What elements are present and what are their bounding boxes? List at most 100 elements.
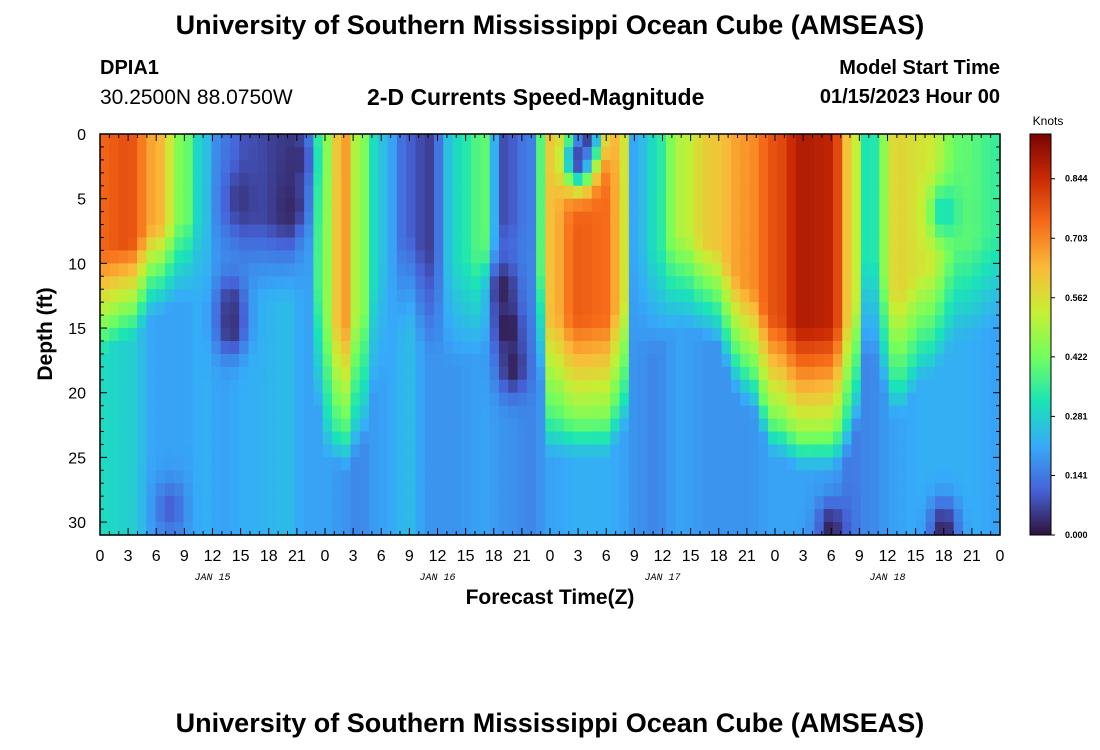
heatmap-cell <box>619 496 630 510</box>
heatmap-cell <box>990 496 1001 510</box>
heatmap-cell <box>276 146 287 161</box>
heatmap-cell <box>471 276 482 290</box>
heatmap-cell <box>211 392 222 407</box>
heatmap-cell <box>601 198 611 213</box>
heatmap-cell <box>489 353 500 368</box>
heatmap-cell <box>100 366 110 381</box>
heatmap-cell <box>758 198 769 213</box>
heatmap-cell <box>730 418 741 433</box>
heatmap-cell <box>925 379 936 394</box>
colorbar-tick-label: 0.562 <box>1065 293 1088 303</box>
heatmap-cell <box>814 276 825 290</box>
heatmap-cell <box>749 289 760 303</box>
heatmap-cell <box>647 444 658 458</box>
heatmap-cell <box>313 172 324 187</box>
heatmap-cell <box>508 392 519 407</box>
heatmap-cell <box>907 146 918 161</box>
heatmap-cell <box>517 496 528 510</box>
heatmap-cell <box>619 340 630 355</box>
heatmap-cell <box>229 470 240 484</box>
heatmap-cell <box>109 522 120 536</box>
heatmap-cell <box>526 444 537 458</box>
heatmap-cell <box>601 483 611 497</box>
heatmap-cell <box>628 315 639 329</box>
heatmap-cell <box>341 431 352 446</box>
heatmap-cell <box>536 302 546 316</box>
heatmap-cell <box>369 483 379 497</box>
heatmap-cell <box>897 198 908 213</box>
heatmap-cell <box>563 159 574 174</box>
heatmap-cell <box>443 224 454 239</box>
heatmap-cell <box>267 509 277 523</box>
heatmap-cell <box>406 198 417 213</box>
heatmap-cell <box>434 444 444 458</box>
heatmap-cell <box>331 457 342 471</box>
heatmap-cell <box>313 134 324 148</box>
heatmap-cell <box>387 134 398 148</box>
heatmap-cell <box>573 340 584 355</box>
heatmap-cell <box>573 457 584 471</box>
heatmap-cell <box>257 483 268 497</box>
heatmap-cell <box>768 392 778 407</box>
heatmap-cell <box>925 172 936 187</box>
heatmap-cell <box>164 185 175 200</box>
heatmap-cell <box>434 302 444 316</box>
heatmap-cell <box>406 146 417 161</box>
heatmap-cell <box>907 224 918 239</box>
heatmap-cell <box>183 379 194 394</box>
heatmap-cell <box>684 276 695 290</box>
heatmap-cell <box>164 263 175 277</box>
heatmap-cell <box>350 302 361 316</box>
heatmap-cell <box>935 185 945 200</box>
heatmap-cell <box>805 250 816 264</box>
heatmap-cell <box>536 509 546 523</box>
heatmap-cell <box>851 392 862 407</box>
heatmap-cell <box>211 444 222 458</box>
heatmap-cell <box>573 483 584 497</box>
heatmap-cell <box>471 366 482 381</box>
heatmap-cell <box>554 328 565 342</box>
heatmap-cell <box>118 302 129 316</box>
heatmap-cell <box>359 522 370 536</box>
heatmap-cell <box>972 444 983 458</box>
heatmap-cell <box>100 198 110 213</box>
heatmap-cell <box>164 328 175 342</box>
heatmap-cell <box>313 496 324 510</box>
heatmap-cell <box>610 379 621 394</box>
heatmap-cell <box>675 224 686 239</box>
heatmap-cell <box>665 237 676 252</box>
heatmap-cell <box>285 340 296 355</box>
heatmap-cell <box>758 522 769 536</box>
heatmap-cell <box>331 315 342 329</box>
heatmap-cell <box>907 302 918 316</box>
heatmap-cell <box>304 392 314 407</box>
heatmap-cell <box>730 289 741 303</box>
x-tick-label: 3 <box>349 548 358 565</box>
heatmap-cell <box>907 353 918 368</box>
heatmap-cell <box>461 224 472 239</box>
heatmap-cell <box>137 353 147 368</box>
heatmap-cell <box>786 483 797 497</box>
heatmap-cell <box>304 315 314 329</box>
heatmap-cell <box>461 328 472 342</box>
heatmap-cell <box>220 237 231 252</box>
heatmap-cell <box>489 457 500 471</box>
heatmap-cell <box>693 509 704 523</box>
heatmap-cell <box>415 366 426 381</box>
heatmap-cell <box>740 418 751 433</box>
heatmap-cell <box>452 159 463 174</box>
heatmap-cell <box>239 340 250 355</box>
heatmap-cell <box>313 444 324 458</box>
heatmap-cell <box>563 263 574 277</box>
heatmap-cell <box>517 522 528 536</box>
heatmap-cell <box>619 146 630 161</box>
heatmap-cell <box>582 159 593 174</box>
heatmap-cell <box>396 289 407 303</box>
heatmap-cell <box>146 340 157 355</box>
heatmap-cell <box>267 146 277 161</box>
heatmap-cell <box>870 289 880 303</box>
heatmap-cell <box>638 302 649 316</box>
heatmap-cell <box>304 134 314 148</box>
heatmap-cell <box>174 340 185 355</box>
heatmap-cell <box>127 522 138 536</box>
